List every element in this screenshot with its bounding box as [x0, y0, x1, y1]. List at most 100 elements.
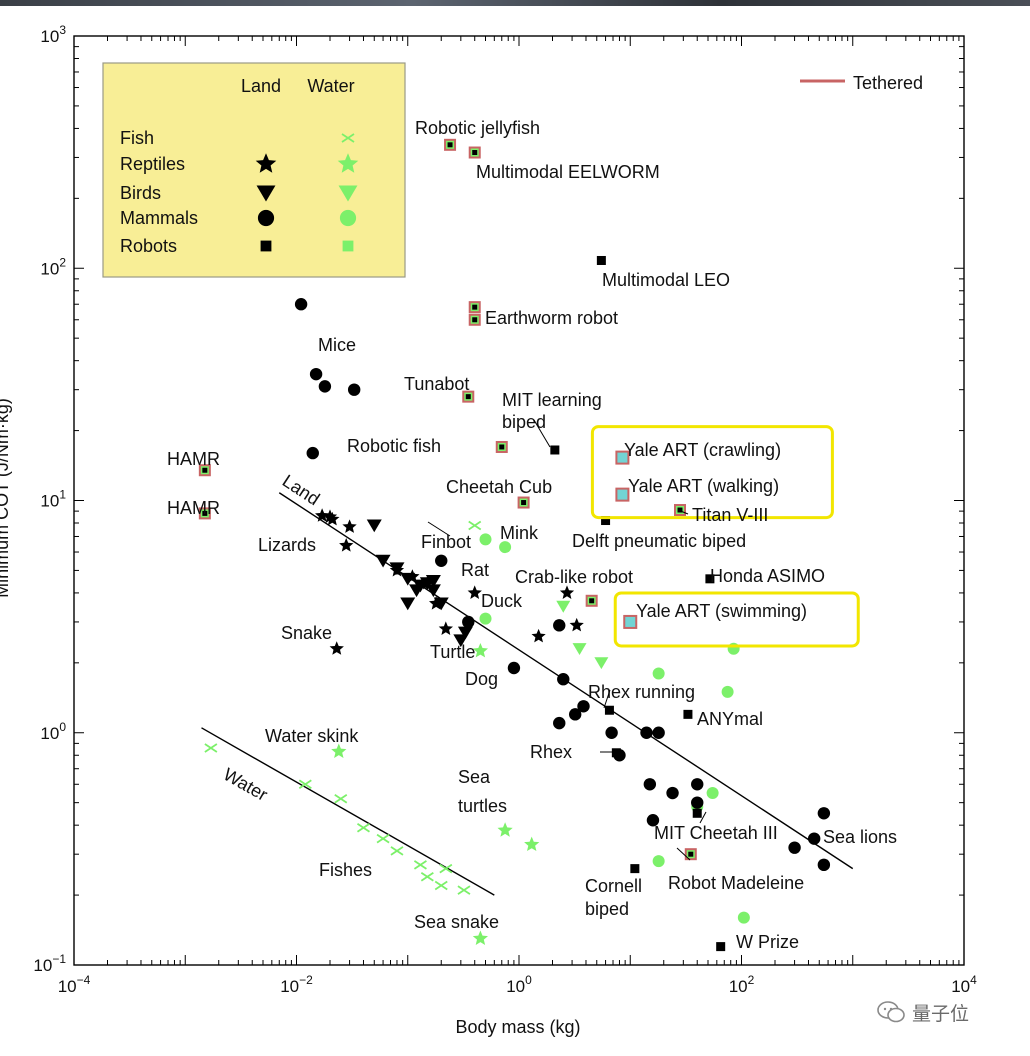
- legend-land-tri-marker: [256, 185, 276, 202]
- water-circle-point: [737, 911, 750, 924]
- water-fish-point: [376, 833, 390, 844]
- robot-label: Robotic fish: [347, 436, 441, 456]
- robot-marker: [683, 709, 693, 719]
- robot-tethered-core: [472, 317, 478, 323]
- y-tick-label: 102: [40, 255, 66, 278]
- water-fish-point: [468, 520, 482, 531]
- legend-water-square-marker: [342, 240, 354, 252]
- y-tick-exponent: 3: [59, 23, 66, 37]
- group-label: Water skink: [265, 726, 359, 746]
- land-mammal-point: [817, 858, 831, 872]
- water-fish-point: [298, 779, 312, 790]
- land-bird-point: [400, 597, 416, 611]
- robot-label: Yale ART (crawling): [624, 440, 781, 460]
- land-mammal-point: [309, 367, 323, 381]
- yale-art-land-highlight: [590, 425, 834, 520]
- water-fish-point: [457, 885, 471, 895]
- labels-layer: Robotic jellyfish Multimodal EELWORM Multi…: [167, 118, 897, 952]
- y-tick-exponent: 0: [59, 720, 66, 734]
- land-mammal-point: [507, 661, 521, 675]
- land-mammal-point: [306, 446, 319, 460]
- points-layer: [198, 138, 831, 952]
- legend-label-mammals: Mammals: [120, 208, 198, 228]
- y-tick-label: 103: [40, 23, 66, 46]
- land-bird-point: [419, 577, 435, 591]
- yale-art-swim-highlight: [613, 591, 860, 648]
- robot-yale-art-marker: [623, 614, 638, 629]
- robot-marker: [604, 705, 614, 715]
- robot-marker: [716, 942, 726, 952]
- water-fish-point: [413, 860, 427, 870]
- y-tick-label: 10−1: [33, 952, 66, 975]
- water-star-point: [472, 643, 488, 658]
- water-fish-point: [420, 871, 434, 882]
- robot-marker: [550, 445, 560, 455]
- land-reptile-point: [559, 585, 575, 599]
- water-fish-point: [434, 880, 448, 891]
- robot-label: Earthworm robot: [485, 308, 618, 328]
- robot-label: Titan V-III: [692, 505, 768, 525]
- robot-marker: [705, 574, 715, 584]
- robot-label: biped: [585, 899, 629, 919]
- group-label: Duck: [481, 591, 523, 611]
- land-mammal-point: [788, 841, 801, 854]
- land-mammal-point: [347, 383, 361, 396]
- robot-yale-art-marker: [615, 487, 630, 502]
- x-axis-label: Body mass (kg): [455, 1017, 580, 1037]
- robot-label: Rhex running: [588, 682, 695, 702]
- robot-label: Yale ART (walking): [628, 476, 779, 496]
- watermark-text: 量子位: [912, 1002, 970, 1025]
- legend-label-fish: Fish: [120, 128, 154, 148]
- land-mammal-point: [294, 298, 308, 311]
- robot-tethered-core: [202, 510, 208, 516]
- land-mammal-point: [643, 778, 657, 791]
- robot-marker: [692, 808, 702, 818]
- water-fish-point: [204, 743, 218, 753]
- wechat-logo-icon: [877, 1001, 905, 1023]
- legend-water-tri-marker: [338, 185, 358, 202]
- x-tick-exponent: 0: [525, 973, 532, 987]
- legend-water-star-marker: [337, 153, 359, 173]
- water-tri-point: [572, 643, 587, 656]
- watermark: 量子位: [876, 998, 969, 1026]
- land-bird-point: [457, 626, 473, 640]
- robot-label: W Prize: [736, 932, 799, 952]
- legend-label-reptiles: Reptiles: [120, 154, 185, 174]
- group-label: Dog: [465, 669, 498, 689]
- land-mammal-point: [807, 832, 821, 845]
- land-reptile-point: [438, 621, 453, 635]
- water-fish-point: [356, 822, 370, 833]
- group-label: Sea snake: [414, 912, 499, 932]
- land-bird-point: [453, 634, 469, 648]
- robot-label: Delft pneumatic biped: [572, 531, 746, 551]
- y-tick-label: 100: [40, 720, 66, 743]
- robot-marker: [630, 864, 640, 874]
- water-fish-point: [439, 863, 453, 874]
- land-bird-point: [400, 572, 416, 586]
- x-tick-exponent: −2: [299, 973, 313, 987]
- x-tick-label: 10−4: [58, 973, 91, 996]
- legend-header-water: Water: [307, 76, 354, 96]
- legend-water-fish-marker: [341, 133, 355, 143]
- x-tick-label: 102: [729, 973, 755, 996]
- x-tick-exponent: −4: [77, 973, 91, 987]
- water-star-point: [472, 930, 488, 945]
- robot-tethered-core: [688, 851, 694, 857]
- land-mammal-point: [691, 778, 704, 791]
- land-reptile-point: [569, 617, 584, 632]
- land-bird-point: [375, 554, 391, 568]
- water-circle-point: [652, 667, 665, 680]
- y-tick-exponent: 1: [59, 488, 66, 502]
- land-bird-point: [389, 562, 405, 576]
- group-label: Finbot: [421, 532, 471, 552]
- robot-label: Cornell: [585, 876, 642, 896]
- group-label: Fishes: [319, 860, 372, 880]
- group-label: Mice: [318, 335, 356, 355]
- land-mammal-point: [817, 807, 831, 820]
- water-star-point: [524, 836, 540, 851]
- legend-water-circle-marker: [339, 209, 357, 227]
- robot-label: Multimodal EELWORM: [476, 162, 660, 182]
- robot-label: Yale ART (swimming): [636, 601, 807, 621]
- robot-label: biped: [502, 412, 546, 432]
